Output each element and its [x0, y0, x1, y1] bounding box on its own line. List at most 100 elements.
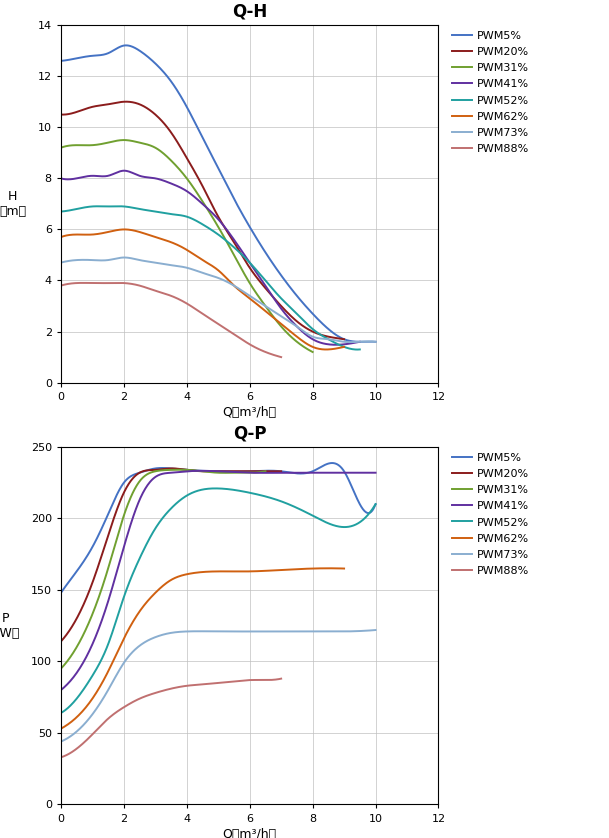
PWM41% [275, 301, 283, 311]
PWM52% [57, 206, 65, 216]
PWM52% [155, 207, 163, 217]
PWM20% [91, 101, 99, 111]
PWM31% [239, 267, 247, 277]
Line: PWM62%: PWM62% [61, 568, 344, 729]
PWM31% [206, 467, 214, 477]
PWM41% [285, 468, 292, 478]
PWM5% [160, 463, 167, 473]
PWM41% [177, 183, 184, 193]
Line: PWM88%: PWM88% [61, 283, 281, 357]
PWM88% [84, 278, 91, 288]
Y-axis label: P
（W）: P （W） [0, 612, 19, 639]
Line: PWM31%: PWM31% [61, 470, 266, 669]
Line: PWM88%: PWM88% [61, 679, 281, 758]
PWM73% [285, 316, 292, 326]
PWM62% [150, 590, 157, 600]
PWM88% [129, 697, 136, 707]
PWM31% [176, 465, 183, 475]
Line: PWM41%: PWM41% [61, 171, 360, 344]
Line: PWM41%: PWM41% [61, 471, 376, 690]
PWM20% [150, 108, 158, 118]
PWM20% [340, 334, 348, 344]
PWM52% [372, 499, 379, 510]
PWM20% [84, 591, 91, 601]
PWM5% [95, 530, 102, 540]
PWM5% [182, 465, 189, 475]
PWM5% [57, 56, 65, 66]
Line: PWM52%: PWM52% [61, 489, 376, 713]
PWM73% [286, 627, 294, 637]
PWM88% [57, 281, 65, 291]
PWM5% [183, 101, 190, 111]
PWM41% [287, 468, 294, 478]
PWM41% [372, 468, 379, 478]
PWM88% [196, 307, 203, 317]
PWM31% [57, 142, 65, 153]
PWM31% [216, 225, 224, 235]
PWM20% [217, 466, 224, 476]
PWM5% [256, 238, 263, 248]
PWM41% [256, 468, 263, 478]
PWM52% [93, 201, 100, 211]
PWM88% [218, 321, 225, 331]
PWM62% [150, 231, 158, 241]
PWM52% [285, 499, 292, 510]
PWM73% [160, 629, 167, 639]
PWM5% [285, 281, 292, 291]
PWM31% [82, 625, 89, 635]
PWM41% [120, 166, 127, 176]
PWM41% [332, 339, 339, 349]
PWM5% [161, 68, 168, 78]
PWM41% [155, 174, 163, 184]
PWM52% [256, 490, 263, 500]
PWM52% [212, 484, 219, 494]
PWM41% [93, 171, 100, 181]
PWM62% [170, 238, 177, 248]
PWM73% [95, 256, 102, 266]
PWM62% [262, 566, 269, 576]
PWM5% [95, 50, 102, 60]
Line: PWM62%: PWM62% [61, 230, 344, 349]
PWM88% [278, 674, 285, 684]
PWM62% [263, 566, 270, 576]
PWM62% [326, 563, 333, 573]
PWM52% [160, 512, 167, 522]
PWM88% [217, 678, 225, 688]
PWM62% [323, 344, 330, 354]
PWM31% [309, 347, 316, 357]
PWM20% [264, 286, 271, 296]
PWM5% [287, 282, 294, 292]
PWM20% [218, 466, 225, 476]
PWM31% [241, 269, 248, 279]
PWM62% [340, 342, 348, 352]
PWM62% [340, 563, 348, 573]
Line: PWM52%: PWM52% [61, 206, 360, 349]
PWM73% [372, 337, 379, 347]
Line: PWM31%: PWM31% [61, 140, 312, 352]
PWM73% [256, 297, 263, 308]
PWM88% [114, 278, 121, 288]
PWM41% [182, 467, 189, 477]
PWM5% [284, 468, 292, 478]
PWM41% [57, 685, 65, 695]
PWM73% [121, 252, 128, 262]
PWM73% [287, 317, 294, 327]
PWM5% [357, 337, 364, 347]
PWM52% [95, 660, 102, 670]
PWM73% [255, 627, 262, 637]
PWM52% [115, 201, 122, 211]
PWM62% [57, 232, 65, 242]
PWM20% [262, 284, 270, 294]
PWM62% [121, 225, 128, 235]
PWM31% [124, 500, 131, 510]
PWM5% [372, 499, 379, 510]
PWM73% [161, 259, 168, 269]
PWM73% [348, 337, 355, 347]
PWM31% [88, 140, 95, 150]
PWM31% [186, 465, 194, 475]
PWM5% [122, 40, 130, 50]
PWM20% [196, 466, 203, 476]
PWM52% [57, 708, 65, 718]
PWM52% [287, 500, 294, 510]
PWM52% [356, 344, 364, 354]
